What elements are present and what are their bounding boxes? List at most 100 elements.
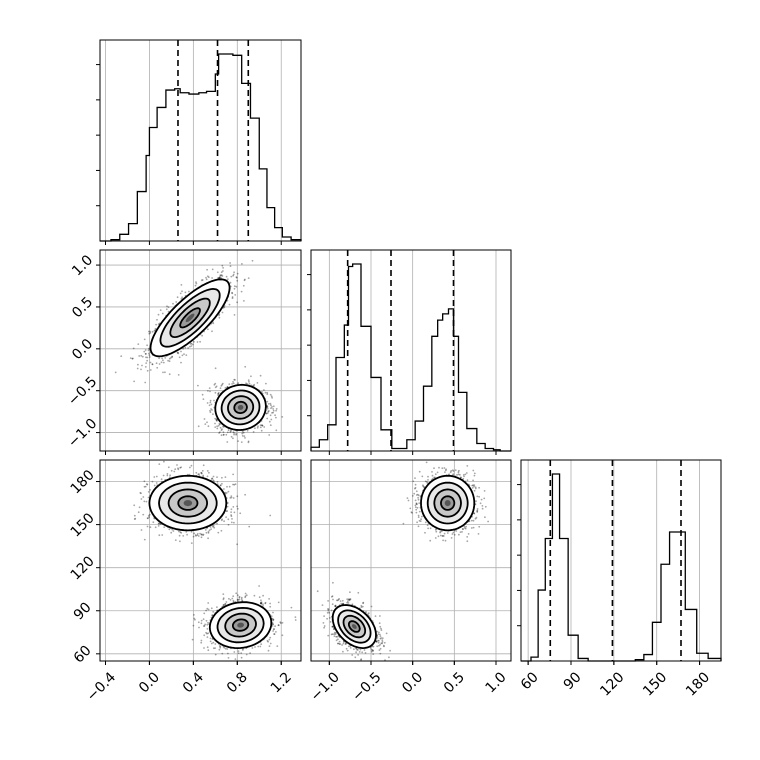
scatter-point <box>267 649 270 652</box>
scatter-point <box>144 366 147 368</box>
scatter-point <box>229 265 232 267</box>
scatter-point <box>211 268 214 271</box>
y-tick-label: 0.0 <box>69 336 96 363</box>
scatter-point <box>380 642 383 645</box>
panel-frame <box>99 39 302 242</box>
scatter-point <box>160 361 163 364</box>
scatter-point <box>266 393 269 396</box>
scatter-point <box>417 498 420 501</box>
scatter-point <box>253 594 256 597</box>
scatter-point <box>233 314 236 316</box>
scatter-point <box>236 505 239 508</box>
scatter-point <box>420 518 422 521</box>
scatter-point <box>451 533 454 535</box>
scatter-point <box>277 624 280 627</box>
scatter-point <box>137 511 140 514</box>
scatter-point <box>151 330 154 333</box>
scatter-point <box>279 621 282 624</box>
x-tick-label: 0.0 <box>136 669 163 696</box>
scatter-point <box>142 496 145 498</box>
scatter-point <box>266 407 269 410</box>
scatter-point <box>153 476 156 478</box>
scatter-point <box>219 276 221 279</box>
scatter-point <box>190 542 193 544</box>
scatter-point <box>419 520 422 522</box>
scatter-point <box>341 599 344 602</box>
scatter-point <box>211 477 213 480</box>
scatter-point <box>156 318 158 321</box>
scatter-point <box>459 476 462 479</box>
scatter-point <box>233 287 236 290</box>
scatter-point <box>149 330 152 333</box>
scatter-point <box>237 440 240 442</box>
scatter-point <box>162 359 164 362</box>
scatter-point <box>235 433 238 436</box>
scatter-point <box>154 526 157 529</box>
scatter-point <box>227 518 230 521</box>
scatter-point <box>166 305 168 308</box>
scatter-point <box>273 628 275 630</box>
scatter-point <box>163 460 165 463</box>
scatter-point <box>462 528 464 531</box>
scatter-point <box>269 414 272 417</box>
scatter-point <box>236 507 239 510</box>
scatter-point <box>132 347 135 350</box>
scatter-point <box>476 509 479 512</box>
scatter-point <box>331 595 333 598</box>
scatter-point <box>202 398 205 400</box>
scatter-point <box>177 352 180 355</box>
scatter-point <box>179 531 182 534</box>
scatter-point <box>457 473 460 476</box>
scatter-point <box>248 380 250 383</box>
y-tick-label: 150 <box>68 510 98 540</box>
scatter-point <box>155 475 158 478</box>
scatter-point <box>351 603 354 606</box>
scatter-point <box>222 597 225 600</box>
scatter-point <box>281 621 284 624</box>
scatter-point <box>474 517 477 520</box>
scatter-point <box>212 479 215 482</box>
scatter-point <box>177 468 180 471</box>
scatter-point <box>269 393 272 396</box>
scatter-point <box>375 640 378 643</box>
scatter-point <box>158 522 160 525</box>
scatter-point <box>418 502 421 504</box>
scatter-point <box>417 516 420 518</box>
scatter-point <box>222 270 224 272</box>
scatter-point <box>212 413 214 416</box>
scatter-point <box>193 340 195 343</box>
scatter-point <box>157 525 160 527</box>
scatter-point <box>337 642 339 645</box>
scatter-point <box>414 477 416 479</box>
scatter-point <box>209 409 211 412</box>
scatter-point <box>251 259 254 262</box>
scatter-point <box>206 475 209 478</box>
scatter-point <box>264 601 267 604</box>
contour-line <box>227 395 255 420</box>
x-tick-label: 60 <box>518 669 542 693</box>
y-tick-label: −1.0 <box>65 416 100 451</box>
scatter-point <box>133 518 136 520</box>
y-tick-label: 1.0 <box>69 252 96 279</box>
histogram-panel-1 <box>307 249 512 455</box>
scatter-point <box>266 391 269 394</box>
scatter-point <box>456 474 458 476</box>
scatter-point <box>261 424 264 427</box>
scatter-point <box>185 354 188 356</box>
scatter-point <box>268 434 271 436</box>
scatter-point <box>349 598 351 601</box>
scatter-point <box>189 343 192 345</box>
scatter-point <box>376 637 379 639</box>
scatter-point <box>198 626 200 629</box>
scatter-point <box>161 534 164 536</box>
scatter-point <box>246 383 249 385</box>
scatter-point <box>266 406 269 408</box>
scatter-point <box>143 538 146 541</box>
scatter-point <box>146 344 149 347</box>
scatter-point <box>274 414 276 417</box>
scatter-point <box>214 417 217 420</box>
scatter-point <box>383 645 385 648</box>
scatter-point <box>275 416 277 419</box>
scatter-point <box>431 477 434 480</box>
